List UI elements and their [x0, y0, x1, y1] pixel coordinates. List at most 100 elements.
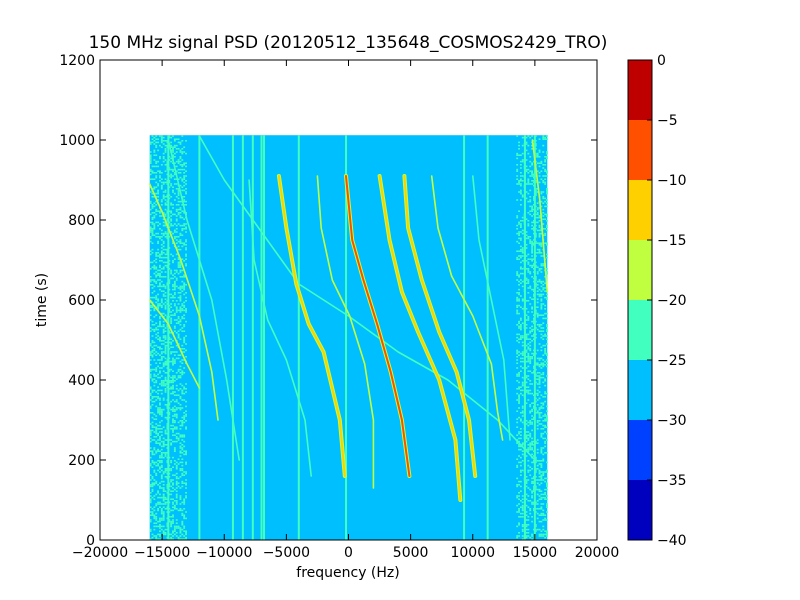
noise-cell	[175, 165, 178, 168]
noise-cell	[170, 536, 173, 539]
noise-cell	[160, 239, 163, 241]
noise-cell	[536, 208, 539, 211]
noise-cell	[162, 248, 165, 251]
noise-cell	[160, 367, 163, 369]
noise-cell	[151, 252, 154, 254]
noise-cell	[160, 290, 163, 292]
noise-cell	[540, 407, 543, 409]
noise-cell	[157, 232, 160, 235]
noise-cell	[162, 156, 165, 158]
noise-cell	[183, 530, 186, 532]
noise-cell	[149, 200, 152, 203]
noise-cell	[529, 236, 532, 238]
noise-cell	[519, 352, 522, 355]
noise-cell	[516, 178, 519, 180]
noise-cell	[149, 157, 152, 160]
noise-cell	[531, 245, 534, 248]
noise-cell	[516, 224, 519, 227]
noise-cell	[185, 463, 187, 465]
noise-cell	[519, 237, 522, 240]
noise-cell	[164, 352, 167, 355]
noise-cell	[540, 376, 543, 379]
noise-cell	[149, 330, 152, 332]
noise-cell	[159, 340, 161, 342]
noise-cell	[179, 266, 182, 268]
noise-cell	[159, 266, 161, 268]
noise-cell	[164, 453, 167, 456]
noise-cell	[170, 202, 173, 204]
noise-cell	[179, 164, 182, 166]
noise-cell	[519, 324, 522, 326]
noise-cell	[162, 351, 165, 353]
noise-cell	[173, 183, 176, 185]
noise-cell	[149, 284, 152, 286]
noise-cell	[529, 170, 532, 172]
noise-cell	[149, 368, 152, 371]
noise-cell	[164, 224, 167, 227]
noise-cell	[185, 484, 187, 486]
noise-cell	[159, 421, 161, 424]
noise-cell	[149, 261, 152, 264]
noise-cell	[151, 476, 154, 478]
noise-cell	[546, 375, 548, 377]
noise-cell	[542, 144, 545, 147]
noise-cell	[181, 370, 184, 372]
noise-cell	[544, 445, 547, 448]
noise-cell	[521, 415, 524, 417]
noise-cell	[185, 175, 187, 177]
noise-cell	[183, 274, 186, 276]
noise-cell	[527, 447, 530, 449]
noise-cell	[162, 437, 165, 440]
noise-cell	[149, 276, 152, 278]
noise-cell	[149, 429, 152, 432]
noise-cell	[542, 404, 545, 406]
noise-cell	[170, 490, 173, 492]
noise-cell	[153, 212, 156, 214]
noise-cell	[151, 400, 154, 403]
noise-cell	[175, 148, 178, 150]
noise-cell	[170, 343, 173, 345]
noise-cell	[527, 479, 530, 481]
noise-cell	[172, 359, 174, 361]
noise-cell	[544, 232, 547, 235]
noise-cell	[157, 407, 160, 409]
noise-cell	[170, 157, 173, 160]
noise-cell	[525, 231, 528, 233]
noise-cell	[181, 152, 184, 155]
noise-cell	[160, 517, 163, 520]
noise-cell	[159, 538, 161, 540]
noise-cell	[536, 154, 539, 156]
noise-cell	[531, 250, 534, 252]
noise-cell	[181, 469, 184, 472]
noise-cell	[149, 306, 152, 308]
noise-cell	[538, 165, 541, 168]
noise-cell	[151, 223, 154, 225]
noise-cell	[527, 450, 530, 452]
noise-cell	[531, 437, 534, 440]
noise-cell	[153, 453, 156, 456]
noise-cell	[179, 360, 182, 363]
noise-cell	[159, 437, 161, 440]
noise-cell	[527, 471, 530, 473]
noise-cell	[179, 160, 182, 163]
noise-cell	[546, 439, 548, 441]
noise-cell	[162, 335, 165, 337]
noise-cell	[521, 495, 524, 497]
noise-cell	[538, 376, 541, 379]
noise-cell	[159, 354, 161, 356]
noise-cell	[519, 437, 522, 440]
noise-cell	[540, 436, 543, 438]
noise-cell	[153, 324, 156, 326]
noise-cell	[172, 384, 174, 387]
noise-cell	[177, 357, 180, 360]
noise-cell	[160, 199, 163, 201]
noise-cell	[177, 389, 180, 392]
noise-cell	[544, 424, 547, 427]
noise-cell	[527, 152, 530, 155]
noise-cell	[149, 456, 152, 459]
noise-cell	[153, 330, 156, 332]
noise-cell	[149, 405, 152, 408]
signal-track	[531, 139, 549, 293]
noise-cell	[173, 276, 176, 278]
noise-cell	[179, 319, 182, 321]
